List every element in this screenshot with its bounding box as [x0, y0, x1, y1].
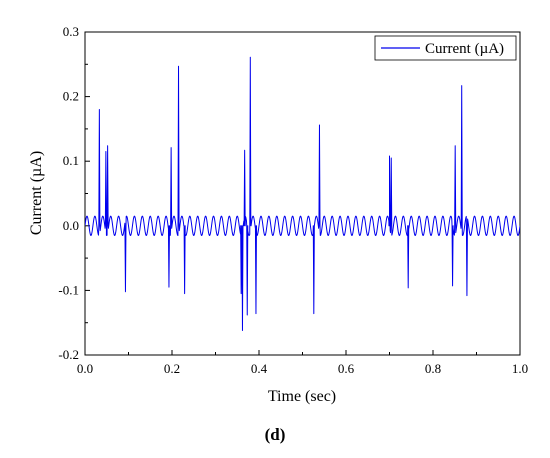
x-tick-label: 0.4	[251, 361, 268, 376]
x-axis: 0.0 0.2 0.4 0.6 0.8 1.0	[77, 350, 528, 376]
y-axis-title: Current (µA)	[28, 151, 45, 235]
y-tick-label: 0.0	[63, 218, 79, 233]
y-tick-label: 0.2	[63, 89, 79, 104]
x-tick-label: 0.2	[164, 361, 180, 376]
series-line-current	[85, 56, 520, 331]
x-axis-title: Time (sec)	[268, 388, 336, 405]
x-tick-label: 0.6	[338, 361, 355, 376]
figure-caption: (d)	[265, 425, 286, 444]
x-tick-label: 0.0	[77, 361, 93, 376]
y-tick-label: 0.3	[63, 24, 79, 39]
y-tick-label: -0.1	[58, 282, 79, 297]
legend: Current (µA)	[374, 35, 517, 61]
x-tick-label: 0.8	[425, 361, 441, 376]
y-tick-label: 0.1	[63, 153, 79, 168]
y-tick-label: -0.2	[58, 347, 79, 362]
legend-label-current: Current (µA)	[425, 41, 504, 57]
y-axis: -0.2 -0.1 0.0 0.1 0.2 0.3	[58, 24, 90, 362]
x-tick-label: 1.0	[512, 361, 528, 376]
